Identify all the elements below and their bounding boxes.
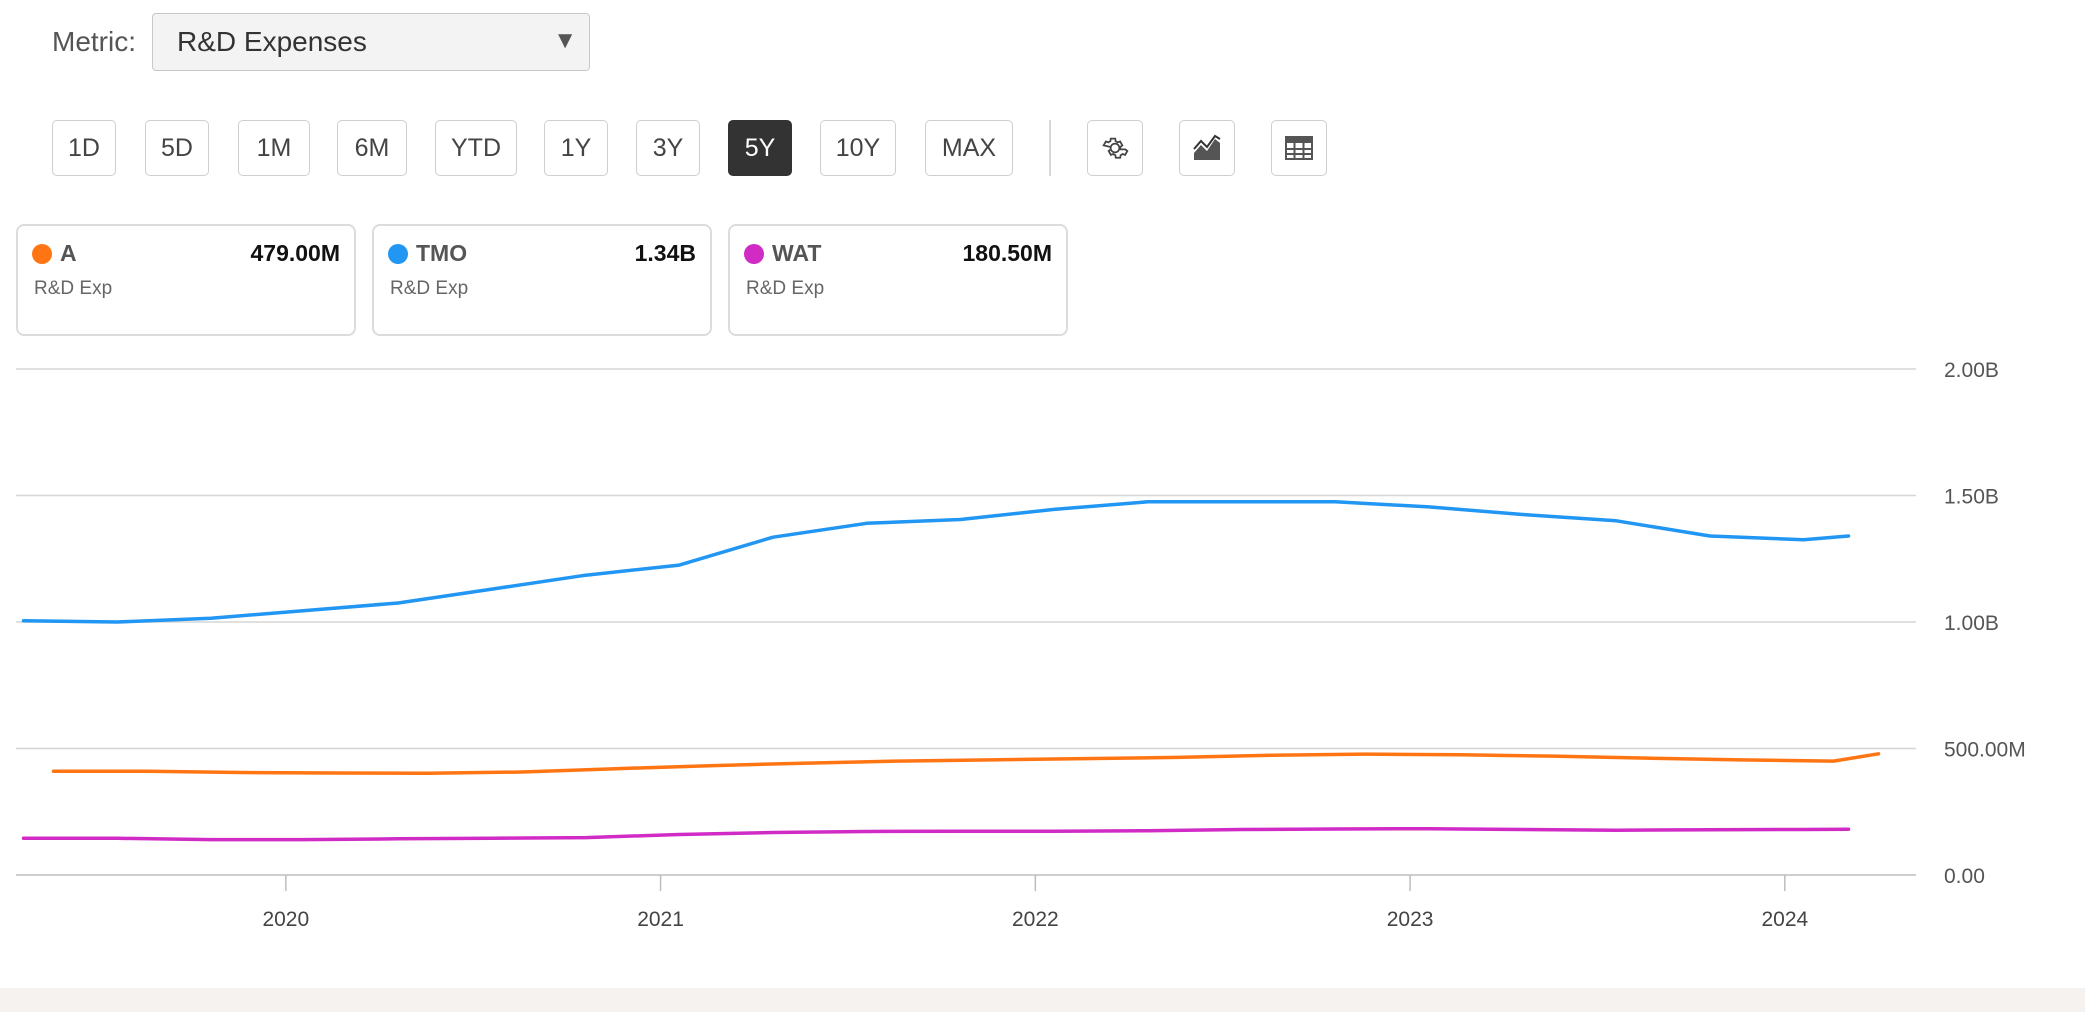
metric-selector-row: Metric: R&D Expenses ▼ bbox=[52, 12, 590, 72]
legend-value: 180.50M bbox=[962, 240, 1052, 266]
legend-card-a[interactable]: A 479.00M R&D Exp bbox=[16, 224, 356, 336]
range-label: MAX bbox=[941, 133, 997, 162]
x-tick-label: 2024 bbox=[1761, 908, 1808, 931]
series-color-dot bbox=[32, 244, 52, 264]
chevron-down-icon: ▼ bbox=[553, 27, 577, 54]
legend-ticker: WAT bbox=[772, 240, 822, 266]
series-line-tmo bbox=[21, 500, 1851, 624]
metric-label: Metric: bbox=[52, 26, 136, 57]
range-label: 3Y bbox=[652, 133, 684, 162]
range-label: 10Y bbox=[835, 133, 881, 162]
table-view-button[interactable] bbox=[1271, 120, 1327, 176]
area-chart-icon bbox=[1193, 134, 1221, 160]
legend-metric: R&D Exp bbox=[746, 278, 825, 299]
x-tick-label: 2023 bbox=[1387, 908, 1434, 931]
series-line-wat bbox=[21, 826, 1851, 842]
table-icon bbox=[1285, 136, 1313, 160]
range-button-max[interactable]: MAX bbox=[925, 120, 1013, 176]
x-tick-label: 2020 bbox=[262, 908, 309, 931]
footer-band bbox=[0, 988, 2085, 1012]
range-button-5d[interactable]: 5D bbox=[145, 120, 209, 176]
legend-card-tmo[interactable]: TMO 1.34B R&D Exp bbox=[372, 224, 712, 336]
series-line-a bbox=[51, 752, 1881, 776]
y-tick-label: 2.00B bbox=[1944, 359, 1999, 382]
y-tick-label: 0.00 bbox=[1944, 865, 1985, 888]
range-button-3y[interactable]: 3Y bbox=[636, 120, 700, 176]
range-label: YTD bbox=[451, 133, 501, 162]
range-label: 1D bbox=[68, 133, 100, 162]
range-button-5y[interactable]: 5Y bbox=[728, 120, 792, 176]
range-button-ytd[interactable]: YTD bbox=[435, 120, 517, 176]
toolbar-divider bbox=[1049, 120, 1051, 176]
range-button-6m[interactable]: 6M bbox=[337, 120, 407, 176]
range-label: 1Y bbox=[560, 133, 592, 162]
series-color-dot bbox=[388, 244, 408, 264]
chart-type-button[interactable] bbox=[1179, 120, 1235, 176]
y-tick-label: 500.00M bbox=[1944, 739, 2026, 762]
legend-metric: R&D Exp bbox=[34, 278, 113, 299]
metric-dropdown[interactable]: R&D Expenses ▼ bbox=[152, 13, 590, 71]
legend-ticker: A bbox=[60, 240, 77, 266]
range-button-1m[interactable]: 1M bbox=[238, 120, 310, 176]
x-tick-label: 2022 bbox=[1012, 908, 1059, 931]
range-label: 1M bbox=[256, 133, 292, 162]
legend-card-wat[interactable]: WAT 180.50M R&D Exp bbox=[728, 224, 1068, 336]
legend-ticker: TMO bbox=[416, 240, 468, 266]
range-label: 5Y bbox=[744, 133, 776, 162]
gear-icon bbox=[1102, 137, 1129, 159]
metric-selected-value: R&D Expenses bbox=[177, 26, 367, 57]
series-color-dot bbox=[744, 244, 764, 264]
range-button-1y[interactable]: 1Y bbox=[544, 120, 608, 176]
x-tick-label: 2021 bbox=[637, 908, 684, 931]
y-tick-label: 1.50B bbox=[1944, 486, 1999, 509]
settings-button[interactable] bbox=[1087, 120, 1143, 176]
range-button-10y[interactable]: 10Y bbox=[820, 120, 896, 176]
y-tick-label: 1.00B bbox=[1944, 612, 1999, 635]
range-button-1d[interactable]: 1D bbox=[52, 120, 116, 176]
range-label: 5D bbox=[161, 133, 193, 162]
legend-value: 1.34B bbox=[634, 240, 696, 266]
legend-metric: R&D Exp bbox=[390, 278, 469, 299]
range-label: 6M bbox=[354, 133, 390, 162]
legend-value: 479.00M bbox=[250, 240, 340, 266]
